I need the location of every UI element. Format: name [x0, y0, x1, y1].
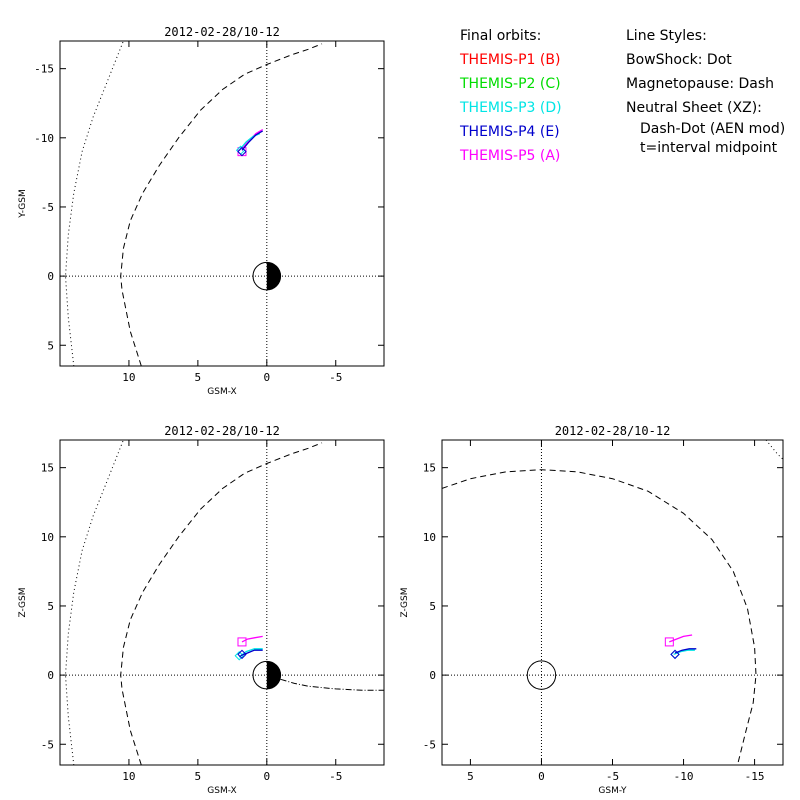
legend-title: Final orbits: [460, 28, 542, 44]
y-tick-label: 15 [423, 462, 436, 475]
final-orbits-legend: Final orbits: THEMIS-P1 (B) THEMIS-P2 (C… [460, 24, 562, 168]
plot-frame [59, 439, 385, 766]
y-tick-label: 0 [429, 669, 436, 682]
plot-frame [441, 439, 784, 766]
x-tick-label: 5 [195, 371, 202, 384]
x-axis-label: GSM-Y [598, 786, 627, 796]
earth-night-side [266, 661, 281, 689]
orbit-marker-p4 [670, 649, 680, 660]
plot-frame [59, 40, 385, 367]
x-axis-label: GSM-X [207, 786, 236, 796]
legend-probe-p4: THEMIS-P4 (E) [460, 124, 560, 140]
bowshock-curve [64, 41, 124, 366]
y-tick-label: 5 [47, 600, 54, 613]
orbit-p4 [240, 649, 263, 657]
y-axis-label: Z-GSM [18, 587, 28, 617]
earth-night-side [266, 262, 281, 290]
neutral-sheet-style: Neutral Sheet (XZ): [626, 100, 762, 116]
orbit-marker-p4 [237, 146, 247, 157]
neutral-sheet-curve [280, 678, 384, 691]
x-tick-label: 5 [195, 770, 202, 783]
earth [252, 261, 282, 291]
bowshock-curve [765, 440, 783, 460]
plot-title: 2012-02-28/10-12 [164, 424, 280, 438]
y-tick-label: 15 [41, 462, 54, 475]
orbit-marker-p4 [237, 649, 247, 660]
orbit-marker-p3 [234, 651, 244, 661]
x-tick-label: -5 [329, 371, 342, 384]
plot-title: 2012-02-28/10-12 [555, 424, 671, 438]
line-styles-title: Line Styles: [626, 28, 707, 44]
orbit-marker-p5 [237, 637, 247, 647]
orbit-marker-p5 [664, 637, 674, 647]
orbit-p4 [674, 648, 697, 654]
y-tick-label: -10 [34, 132, 54, 145]
neutral-sheet-model: Dash-Dot (AEN mod) [640, 121, 786, 137]
line-styles-legend: Line Styles: BowShock: Dot Magnetopause:… [626, 24, 785, 158]
x-tick-label: -5 [606, 770, 619, 783]
magnetopause-curve [120, 43, 323, 366]
x-tick-label: 10 [122, 770, 135, 783]
magnetopause-style: Magnetopause: Dash [626, 76, 775, 92]
y-axis-label: Y-GSM [18, 189, 28, 218]
bowshock-curve [64, 440, 124, 765]
y-axis-label: Z-GSM [400, 587, 410, 617]
orbit-p5 [241, 635, 263, 643]
y-tick-label: 0 [47, 270, 54, 283]
magnetopause-curve [120, 442, 323, 765]
y-tick-label: 0 [47, 669, 54, 682]
magnetopause-curve [442, 469, 757, 765]
orbit-p5 [669, 634, 693, 643]
x-tick-label: -15 [745, 770, 765, 783]
y-tick-label: -5 [41, 201, 54, 214]
orbit-p4 [241, 130, 264, 151]
plot-xz: 2012-02-28/10-12 GSM-X Z-GSM 10 5 0 -5 -5 0 5 10 15 [18, 424, 385, 796]
plot-yz: 2012-02-28/10-12 GSM-Y Z-GSM 5 0 -5 -10 -15 -5 0 5… [400, 424, 784, 796]
legend-probe-p2: THEMIS-P2 (C) [460, 76, 561, 92]
y-tick-label: 10 [423, 531, 436, 544]
x-tick-label: 0 [538, 770, 545, 783]
plot-area [60, 440, 384, 765]
y-tick-label: -5 [41, 738, 54, 751]
plot-area [60, 41, 384, 366]
earth [526, 660, 557, 690]
y-tick-label: -5 [423, 738, 436, 751]
earth [252, 660, 282, 690]
y-tick-label: 5 [47, 339, 54, 352]
plot-area [442, 440, 783, 765]
legend-probe-p5: THEMIS-P5 (A) [460, 148, 561, 164]
x-tick-label: -10 [674, 770, 694, 783]
legend-probe-p3: THEMIS-P3 (D) [460, 100, 562, 116]
x-tick-label: 0 [263, 770, 270, 783]
y-tick-label: -15 [34, 63, 54, 76]
x-axis-label: GSM-X [207, 387, 236, 397]
x-tick-label: 5 [467, 770, 474, 783]
plot-title: 2012-02-28/10-12 [164, 25, 280, 39]
x-tick-label: -5 [329, 770, 342, 783]
x-tick-label: 0 [263, 371, 270, 384]
y-tick-label: 10 [41, 531, 54, 544]
time-note: t=interval midpoint [640, 140, 778, 156]
y-tick-label: 5 [429, 600, 436, 613]
bowshock-style: BowShock: Dot [626, 52, 732, 68]
x-tick-label: 10 [122, 371, 135, 384]
plot-xy: 2012-02-28/10-12 GSM-X Y-GSM 10 5 0 -5 -15 -10 -5… [18, 25, 385, 397]
legend-probe-p1: THEMIS-P1 (B) [460, 52, 561, 68]
